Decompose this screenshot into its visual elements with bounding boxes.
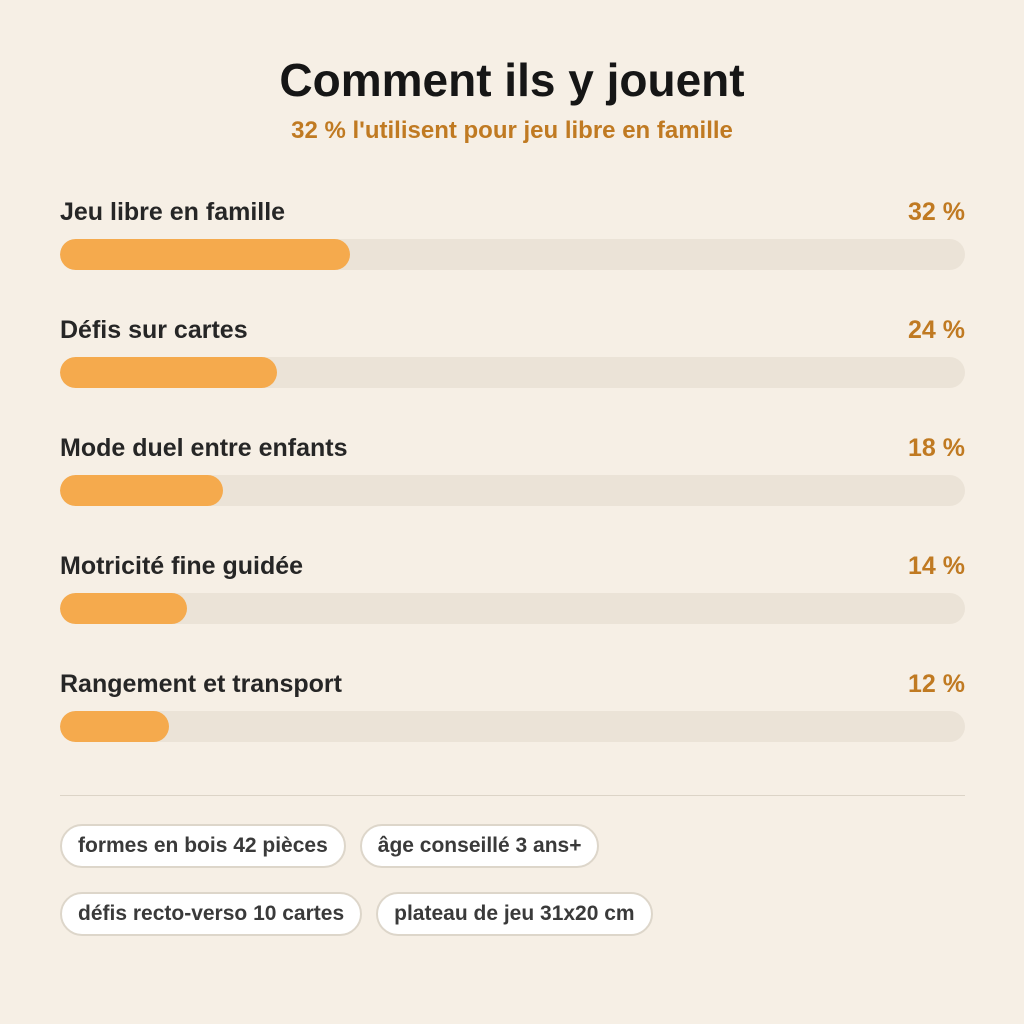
bar (60, 593, 187, 624)
bar-label: Défis sur cartes (60, 316, 248, 344)
bar-row: Jeu libre en famille 32 % (60, 197, 965, 277)
feature-tags: formes en bois 42 pièces âge conseillé 3 … (60, 824, 965, 936)
bar-track (60, 475, 965, 506)
bar-label: Motricité fine guidée (60, 552, 304, 580)
feature-tag: âge conseillé 3 ans+ (359, 824, 600, 868)
feature-tag: plateau de jeu 31x20 cm (376, 892, 653, 936)
feature-tag: formes en bois 42 pièces (60, 824, 346, 868)
bar-label: Rangement et transport (60, 670, 342, 698)
bar-track (60, 711, 965, 742)
bar-label: Jeu libre en famille (60, 198, 286, 226)
bar-track (60, 357, 965, 388)
bar-value-label: 12 % (908, 670, 965, 698)
bar-value-label: 32 % (908, 198, 965, 226)
bar-value-label: 14 % (908, 552, 965, 580)
bar-row: Motricité fine guidée 14 % (60, 551, 965, 631)
bar-track (60, 593, 965, 624)
bar (60, 357, 278, 388)
chart-title: Comment ils y jouent (279, 54, 745, 106)
bar (60, 239, 350, 270)
bar (60, 475, 223, 506)
bar-value-label: 18 % (908, 434, 965, 462)
bar-value-label: 24 % (908, 316, 965, 344)
bar-row: Mode duel entre enfants 18 % (60, 433, 965, 513)
bar-row: Défis sur cartes 24 % (60, 315, 965, 395)
divider (60, 795, 965, 796)
bar-label: Mode duel entre enfants (60, 434, 348, 462)
bar-row: Rangement et transport 12 % (60, 669, 965, 749)
chart-subtitle: 32 % l'utilisent pour jeu libre en famil… (291, 117, 733, 144)
bar-track (60, 239, 965, 270)
bar (60, 711, 169, 742)
feature-tag: défis recto-verso 10 cartes (60, 892, 363, 936)
